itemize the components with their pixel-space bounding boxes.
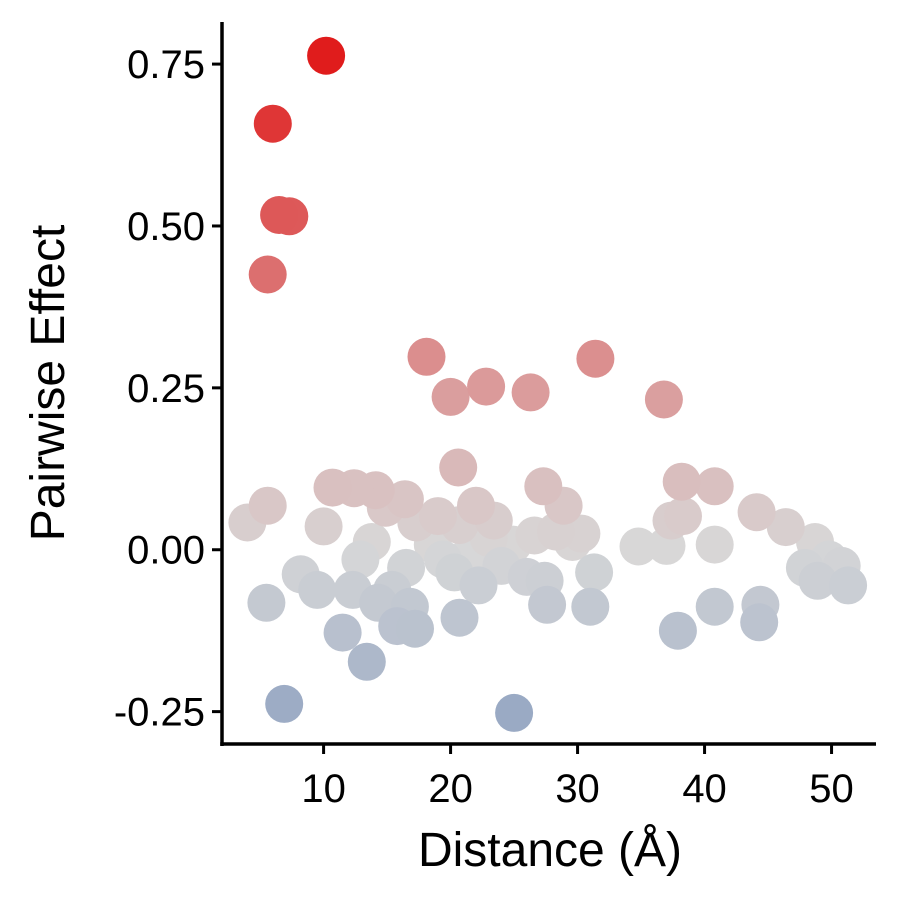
- data-point: [662, 462, 701, 501]
- x-tick-label: 10: [301, 767, 346, 811]
- data-point: [418, 497, 457, 536]
- y-tick-label: 0.25: [127, 367, 205, 411]
- data-point: [439, 448, 478, 487]
- x-tick-label: 20: [428, 767, 473, 811]
- y-tick-label: 0.75: [127, 43, 205, 87]
- data-point: [576, 339, 615, 378]
- data-point: [619, 527, 658, 566]
- data-point: [247, 583, 286, 622]
- data-point: [511, 373, 550, 412]
- data-point: [524, 467, 563, 506]
- data-point: [260, 196, 299, 234]
- x-tick-label: 50: [809, 767, 854, 811]
- data-point: [298, 570, 337, 609]
- x-axis-title: Distance (Å): [418, 824, 682, 877]
- data-point: [341, 540, 380, 579]
- data-point: [307, 36, 346, 75]
- data-point: [440, 598, 479, 637]
- y-axis-title: Pairwise Effect: [22, 225, 75, 542]
- data-point: [457, 486, 495, 525]
- data-point: [695, 525, 734, 564]
- data-point: [695, 587, 734, 626]
- data-point: [385, 480, 424, 519]
- data-point: [798, 561, 837, 600]
- data-point: [695, 467, 734, 506]
- ticks: 10 20 30 40 50 -0.25 0.00 0.25 0.50 0.75: [114, 43, 854, 811]
- data-point: [528, 585, 567, 624]
- data-point: [658, 611, 697, 650]
- x-tick-label: 40: [682, 767, 727, 811]
- data-point: [740, 603, 779, 642]
- data-point: [431, 377, 470, 416]
- data-point: [766, 508, 805, 547]
- data-point: [664, 497, 702, 536]
- data-point: [495, 693, 534, 732]
- data-point: [467, 367, 506, 406]
- data-point: [407, 337, 446, 376]
- data-point: [248, 255, 287, 294]
- data-point: [265, 684, 304, 723]
- data-point: [737, 493, 776, 532]
- data-point: [644, 380, 683, 419]
- data-point: [323, 613, 362, 652]
- y-tick-label: 0.50: [127, 205, 205, 249]
- data-point: [571, 587, 610, 626]
- data-point: [459, 566, 498, 605]
- data-point: [396, 609, 434, 648]
- data-point: [253, 104, 292, 143]
- y-tick-label: 0.00: [127, 529, 205, 573]
- points-layer: [228, 36, 868, 732]
- data-point: [829, 566, 868, 605]
- data-point: [313, 468, 352, 507]
- data-point: [575, 553, 614, 592]
- data-point: [304, 507, 343, 546]
- x-tick-label: 30: [555, 767, 600, 811]
- data-point: [347, 642, 386, 681]
- y-tick-label: -0.25: [114, 691, 205, 735]
- axes: [220, 22, 876, 746]
- data-point: [248, 486, 287, 525]
